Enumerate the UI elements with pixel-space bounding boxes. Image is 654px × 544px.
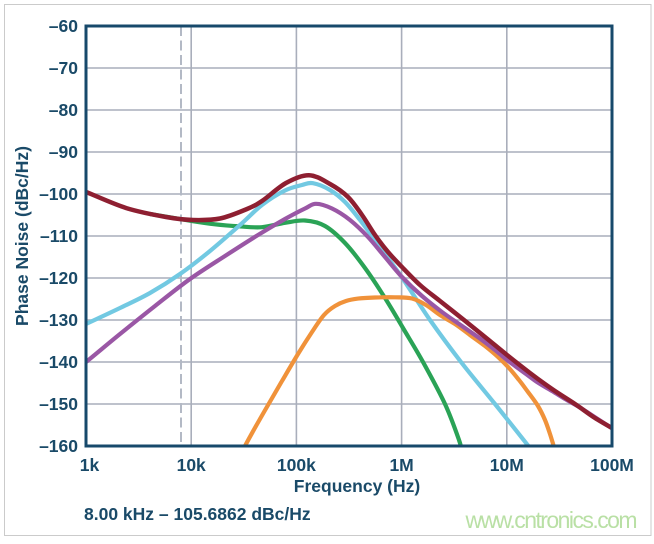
- svg-text:Frequency (Hz): Frequency (Hz): [294, 476, 420, 496]
- svg-text:100k: 100k: [277, 455, 316, 475]
- svg-text:–90: –90: [49, 142, 78, 162]
- svg-text:–110: –110: [40, 226, 78, 246]
- svg-text:100M: 100M: [590, 455, 634, 475]
- svg-text:8.00 kHz – 105.6862 dBc/Hz: 8.00 kHz – 105.6862 dBc/Hz: [84, 504, 311, 524]
- svg-text:–80: –80: [49, 100, 78, 120]
- svg-text:–60: –60: [49, 16, 78, 36]
- svg-text:–150: –150: [39, 394, 78, 414]
- svg-text:–140: –140: [39, 352, 78, 372]
- svg-text:www.cntronics.com: www.cntronics.com: [465, 507, 637, 533]
- svg-text:1M: 1M: [389, 455, 413, 475]
- svg-text:–70: –70: [49, 58, 78, 78]
- svg-text:10M: 10M: [490, 455, 524, 475]
- svg-text:10k: 10k: [177, 455, 206, 475]
- svg-text:–160: –160: [39, 436, 78, 456]
- svg-text:–100: –100: [39, 184, 78, 204]
- svg-text:–130: –130: [39, 310, 78, 330]
- svg-text:–120: –120: [39, 268, 78, 288]
- svg-text:1k: 1k: [80, 455, 100, 475]
- svg-text:Phase Noise (dBc/Hz): Phase Noise (dBc/Hz): [12, 146, 32, 326]
